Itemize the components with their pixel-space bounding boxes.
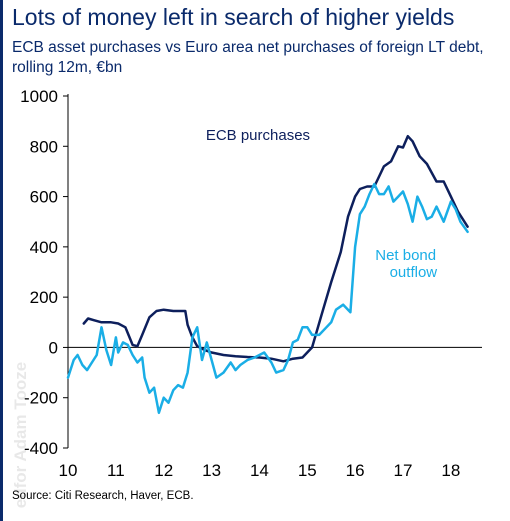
x-tick-label: 14 bbox=[250, 461, 269, 480]
net-bond-outflow-label: Net bond bbox=[375, 247, 436, 264]
x-tick-label: 16 bbox=[346, 461, 365, 480]
y-tick-label: 200 bbox=[30, 288, 58, 307]
net-bond-outflow-line bbox=[66, 182, 469, 415]
net-bond-outflow-label: outflow bbox=[390, 264, 438, 281]
source-note: Source: Citi Research, Haver, ECB. bbox=[12, 490, 194, 502]
x-tick-label: 15 bbox=[298, 461, 317, 480]
watermark: edfor Adam Tooze bbox=[11, 361, 31, 509]
x-tick-label: 12 bbox=[154, 461, 173, 480]
y-tick-label: 600 bbox=[30, 188, 58, 207]
y-tick-label: 400 bbox=[30, 238, 58, 257]
y-tick-label: 800 bbox=[30, 137, 58, 156]
x-tick-label: 11 bbox=[107, 461, 125, 480]
chart-subtitle: ECB asset purchases vs Euro area net pur… bbox=[12, 39, 484, 76]
x-tick-label: 13 bbox=[202, 461, 221, 480]
left-border-rule bbox=[0, 0, 3, 521]
chart-title: Lots of money left in search of higher y… bbox=[12, 4, 455, 30]
x-tick-label: 18 bbox=[441, 461, 460, 480]
x-tick-label: 17 bbox=[394, 461, 413, 480]
y-tick-label: -200 bbox=[24, 389, 58, 408]
y-tick-label: -400 bbox=[24, 439, 58, 458]
series-layer bbox=[66, 134, 469, 415]
y-tick-label: 0 bbox=[49, 338, 58, 357]
ecb-purchases-line bbox=[82, 134, 469, 363]
y-tick-label: 1000 bbox=[20, 87, 58, 106]
x-tick-label: 10 bbox=[59, 461, 78, 480]
ecb-purchases-label: ECB purchases bbox=[206, 127, 310, 144]
axes bbox=[63, 94, 482, 449]
